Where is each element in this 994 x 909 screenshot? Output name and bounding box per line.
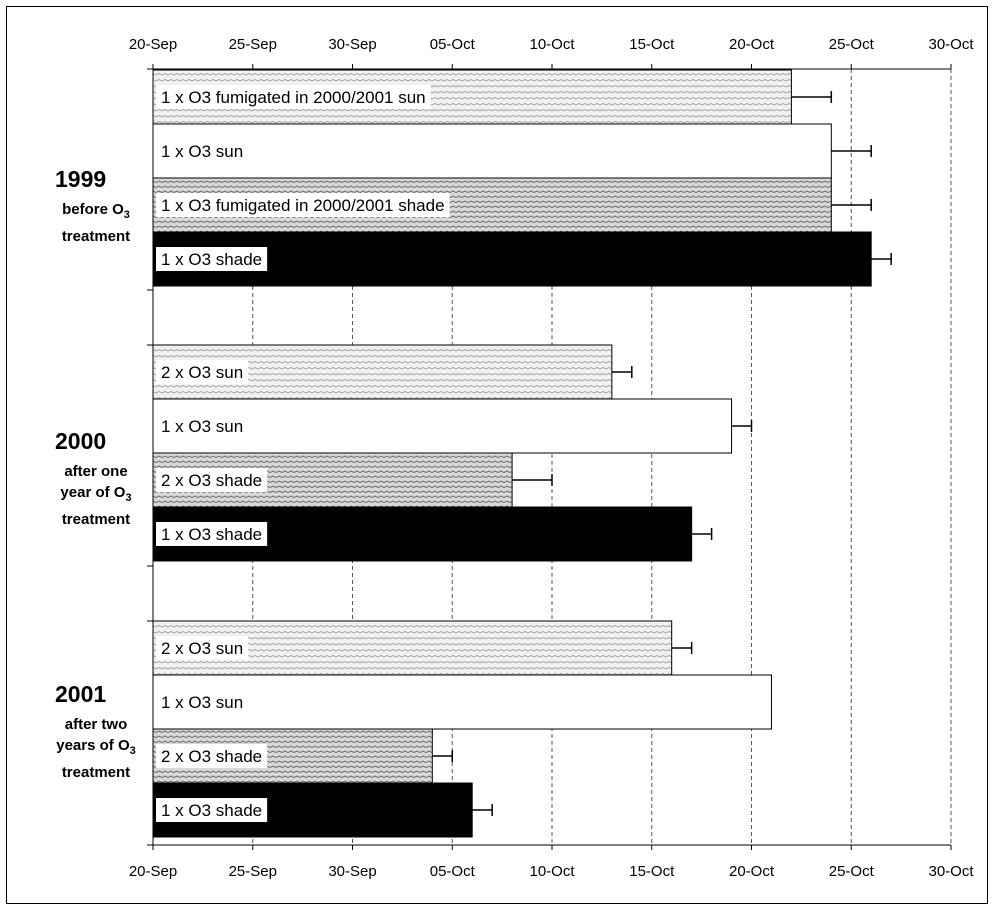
group-description-line: years of O3 (56, 737, 136, 757)
group-year-label: 2001 (55, 681, 107, 707)
bar-label: 2 x O3 sun (161, 363, 243, 382)
bar-label-box (156, 636, 249, 660)
group-description-line: before O3 (62, 201, 130, 221)
bar (152, 231, 872, 287)
x-tick-label-bottom: 20-Sep (129, 863, 177, 880)
bar-label: 1 x O3 shade (161, 250, 262, 269)
bar-label-box (156, 414, 249, 438)
bar-label-box (156, 798, 268, 822)
bars: 1 x O3 fumigated in 2000/2001 sun 1 x O3 … (152, 69, 892, 838)
group-year-label: 2000 (55, 428, 107, 454)
bar-label: 2 x O3 shade (161, 471, 262, 490)
bar-label-box (156, 690, 249, 714)
x-tick-label-bottom: 20-Oct (729, 863, 775, 880)
bar (152, 398, 733, 454)
group-year-label: 1999 (55, 166, 107, 192)
x-tick-label-top: 20-Oct (729, 36, 775, 53)
bar (152, 674, 772, 730)
x-tick-label-top: 05-Oct (430, 36, 476, 53)
bar-label-box (156, 139, 249, 163)
group-description: after two years of O3 treatment (40, 714, 152, 783)
x-tick-label-top: 25-Sep (229, 36, 277, 53)
chart-frame (6, 6, 988, 904)
bar-label: 1 x O3 fumigated in 2000/2001 shade (161, 196, 445, 215)
x-tick-label-bottom: 10-Oct (529, 863, 575, 880)
bar (152, 123, 832, 179)
group-description: after one year of O3 treatment (40, 461, 152, 530)
bar-label-box (156, 522, 268, 546)
x-tick-label-top: 30-Sep (328, 36, 376, 53)
bar-label-box (156, 247, 268, 271)
x-tick-label-bottom: 15-Oct (629, 863, 675, 880)
x-tick-label-bottom: 25-Sep (229, 863, 277, 880)
x-tick-label-bottom: 30-Sep (328, 863, 376, 880)
bar-label: 1 x O3 fumigated in 2000/2001 sun (161, 88, 426, 107)
x-tick-label-bottom: 25-Oct (829, 863, 875, 880)
bar-label: 2 x O3 sun (161, 639, 243, 658)
bar-label-box (156, 744, 268, 768)
bar-label-box (156, 468, 268, 492)
axes: 20-Sep 20-Sep 25-Sep 25-Sep 30-Sep 30-Sep 05-O… (129, 36, 975, 880)
x-tick-label-top: 15-Oct (629, 36, 675, 53)
group-description-line: year of O3 (60, 484, 132, 504)
bar-label: 1 x O3 shade (161, 525, 262, 544)
x-tick-label-top: 10-Oct (529, 36, 575, 53)
group-description-line: after one (64, 463, 128, 480)
bar-label-box (156, 360, 249, 384)
group-description-line: after two (64, 716, 128, 733)
bar-label-box (156, 193, 450, 217)
x-tick-label-top: 20-Sep (129, 36, 177, 53)
x-tick-label-bottom: 30-Oct (928, 863, 974, 880)
group-description-line: treatment (61, 764, 131, 781)
group-description-line: treatment (61, 228, 131, 245)
bar-label: 1 x O3 sun (161, 693, 243, 712)
bar-label: 1 x O3 sun (161, 142, 243, 161)
bar-label: 2 x O3 shade (161, 747, 262, 766)
bar-label: 1 x O3 shade (161, 801, 262, 820)
x-tick-label-top: 25-Oct (829, 36, 875, 53)
bar-label-box (156, 85, 431, 109)
x-tick-label-top: 30-Oct (928, 36, 974, 53)
bar-label: 1 x O3 sun (161, 417, 243, 436)
group-description-line: treatment (61, 511, 131, 528)
group-description: before O3 treatment (40, 199, 152, 247)
x-tick-label-bottom: 05-Oct (430, 863, 476, 880)
